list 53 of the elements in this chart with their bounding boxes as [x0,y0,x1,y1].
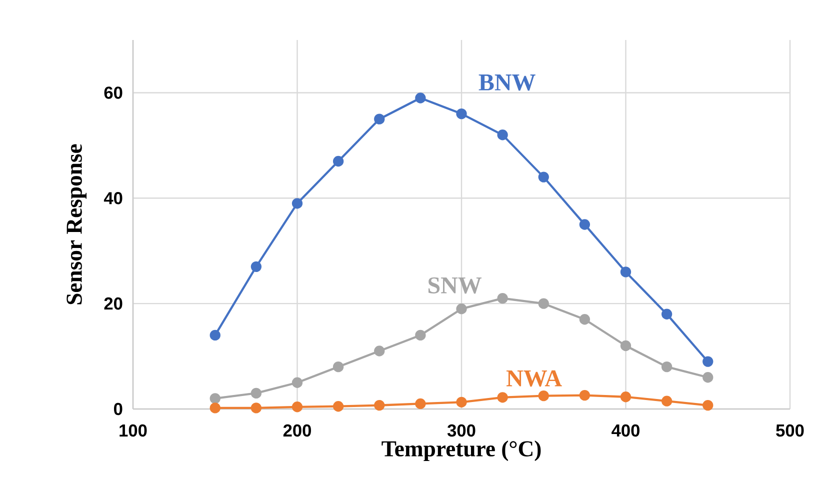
point [538,390,549,402]
point [332,401,344,412]
series-label: BNW [478,74,536,91]
series-label: NWA [506,370,562,387]
point [497,292,508,304]
point [374,400,385,411]
point [332,361,344,372]
x-tick-label: 200 [283,424,311,437]
x-tick-label: 400 [612,424,640,437]
point [497,130,508,140]
point [620,266,632,278]
point [332,156,344,167]
y-axis-title: Sensor Response [66,144,87,304]
point [456,108,467,120]
point [661,361,672,372]
y-tick-label: 60 [104,86,122,99]
series-label: SNW [428,277,482,294]
point [456,304,467,314]
point [620,340,632,352]
y-tick-label: 0 [114,402,122,416]
point [661,396,672,406]
point [292,377,303,388]
point [538,298,549,309]
point [702,356,714,367]
y-tick-label: 40 [104,192,122,204]
x-tick-label: 300 [447,424,476,437]
x-tick-label: 500 [776,424,804,437]
x-axis-title: Tempreture (°C) [382,440,541,462]
point [497,392,508,403]
point [210,393,220,404]
point [538,172,549,182]
point [292,402,303,412]
point [702,400,714,411]
point [661,308,672,320]
point [579,219,590,230]
point [250,388,262,399]
point [620,392,632,402]
point [374,346,385,356]
point [579,314,590,325]
x-tick-label: 100 [120,424,147,437]
point [250,402,262,414]
point [415,398,426,410]
y-tick-label: 20 [104,297,122,310]
point [415,330,426,341]
point [292,198,303,209]
point [415,92,426,104]
point [374,114,385,124]
point [250,261,262,272]
point [210,330,220,341]
point [579,390,590,401]
point [210,402,220,414]
point [456,396,467,408]
point [702,372,714,383]
